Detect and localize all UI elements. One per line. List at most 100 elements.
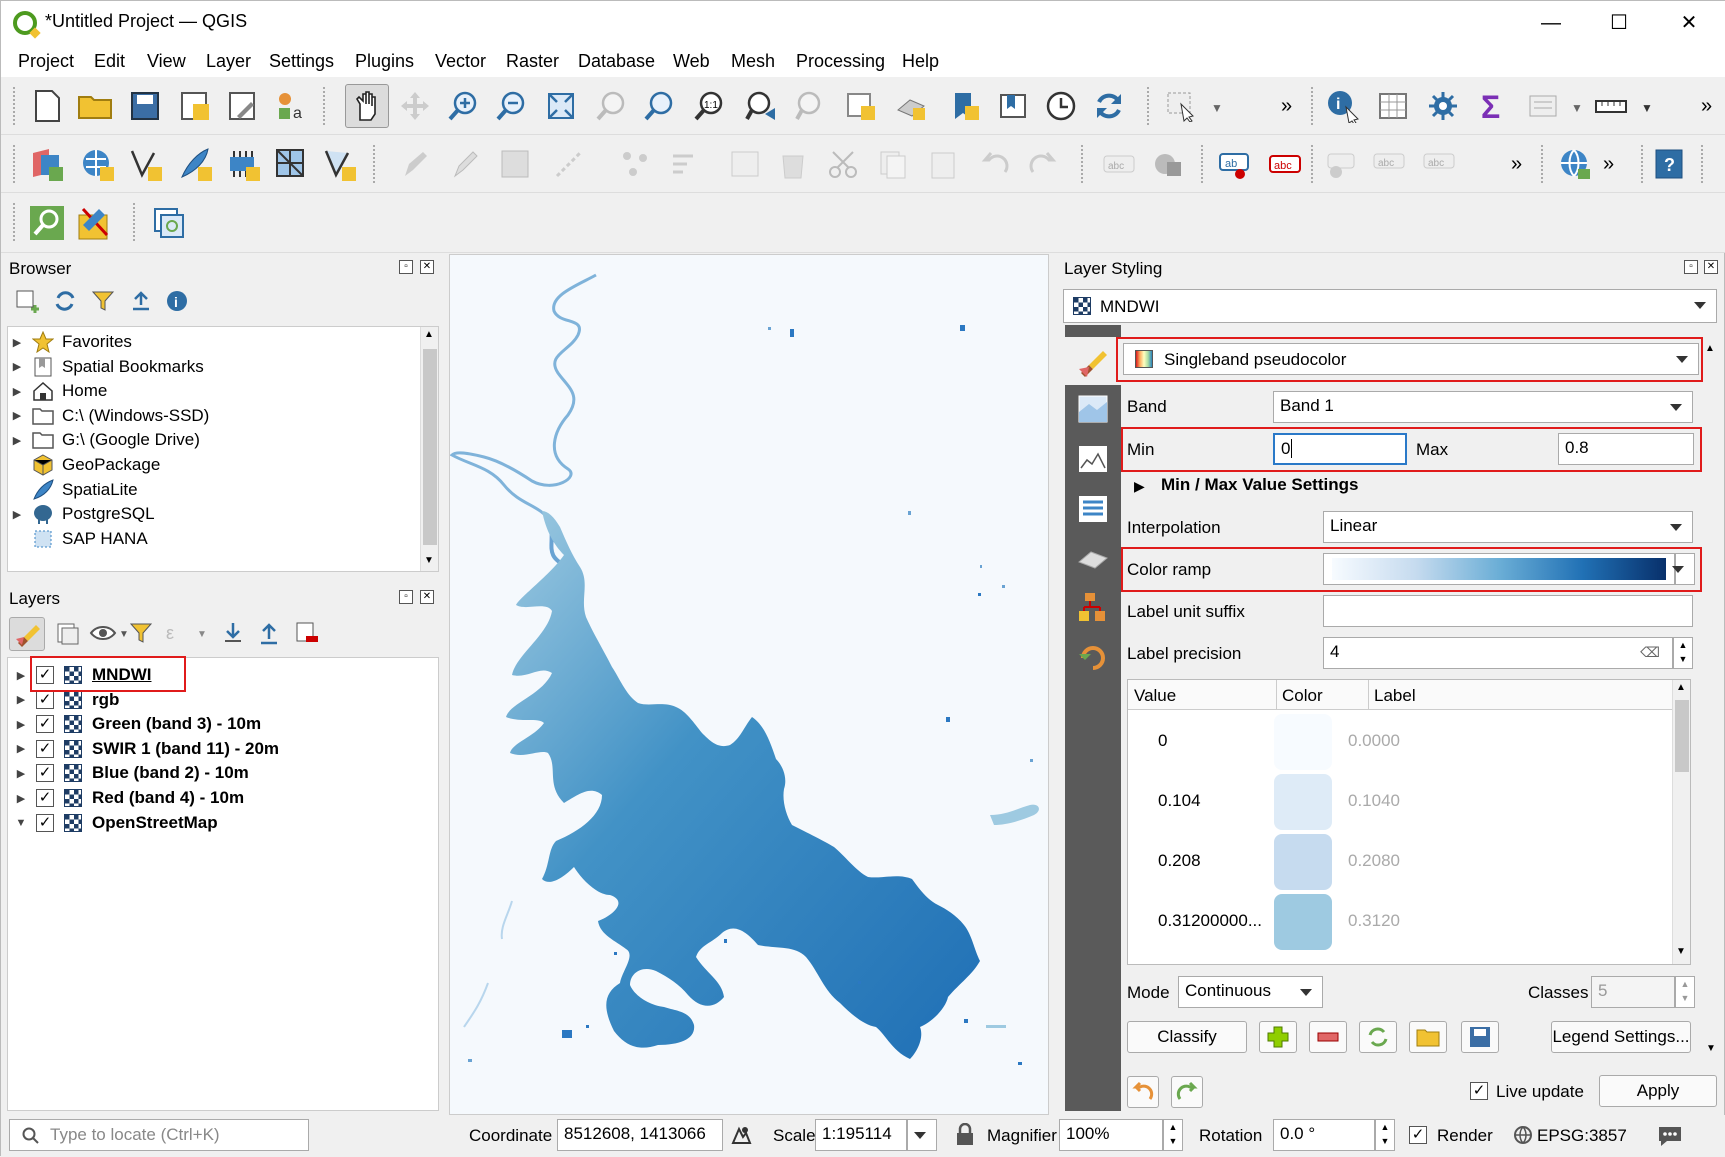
rotation-field[interactable]: 0.0 ° — [1273, 1119, 1375, 1151]
paste-features-icon[interactable] — [923, 144, 963, 184]
statistical-summary-icon[interactable]: Σ — [1473, 86, 1513, 126]
messages-icon[interactable] — [1657, 1123, 1683, 1147]
max-input[interactable]: 0.8 — [1558, 433, 1694, 465]
pin-labels-icon[interactable]: abc — [1099, 144, 1139, 184]
menu-help[interactable]: Help — [902, 51, 940, 71]
zoom-next-icon[interactable] — [791, 86, 831, 126]
zoom-to-layer-icon[interactable] — [639, 86, 679, 126]
identify-features-icon[interactable]: i — [1323, 86, 1363, 126]
diagram-options-icon[interactable] — [1149, 144, 1189, 184]
browser-item-favorites[interactable]: ▶ Favorites — [8, 329, 132, 355]
zoom-in-icon[interactable] — [443, 86, 483, 126]
new-bookmark-icon[interactable] — [945, 86, 985, 126]
current-edits-icon[interactable] — [395, 144, 435, 184]
menu-layer[interactable]: Layer — [206, 51, 252, 71]
crs-label[interactable]: EPSG:3857 — [1537, 1126, 1627, 1145]
expand-arrow-icon[interactable]: ▶ — [12, 336, 22, 349]
menu-raster[interactable]: Raster — [506, 51, 560, 71]
new-temporary-layer-icon[interactable] — [319, 144, 359, 184]
delete-selected-icon[interactable] — [773, 144, 813, 184]
precision-stepper[interactable]: ▲ ▼ — [1673, 637, 1693, 669]
filter-expression-icon[interactable]: ε — [161, 617, 193, 649]
class-label[interactable]: 0.0000 — [1348, 731, 1400, 750]
add-class-icon[interactable] — [1259, 1021, 1297, 1053]
toolbar-grip[interactable] — [1641, 145, 1647, 183]
add-selected-layers-icon[interactable] — [13, 287, 41, 315]
class-row[interactable]: 0.31200000... 0.3120 — [1128, 892, 1672, 952]
scrollbar-thumb[interactable] — [423, 349, 437, 545]
class-label[interactable]: 0.2080 — [1348, 851, 1400, 870]
class-value[interactable]: 0.104 — [1158, 791, 1201, 810]
rotation-stepper[interactable]: ▲ ▼ — [1375, 1119, 1395, 1151]
render-checkbox[interactable]: ✓ — [1409, 1126, 1427, 1144]
styling-scrollbar[interactable]: ▲ ▼ — [1703, 343, 1719, 1063]
scale-field[interactable]: 1:195114 — [815, 1119, 907, 1151]
toolbar-grip[interactable] — [1311, 87, 1317, 125]
scrollbar-thumb[interactable] — [1675, 700, 1689, 772]
close-button[interactable]: ✕ — [1680, 12, 1698, 34]
toolbar-grip[interactable] — [1147, 87, 1153, 125]
new-3d-map-view-icon[interactable] — [891, 86, 931, 126]
open-attribute-table-icon[interactable] — [1373, 86, 1413, 126]
collapse-arrow-icon[interactable]: ▼ — [15, 816, 27, 829]
digitize-vertex-icon[interactable] — [125, 144, 165, 184]
web-plugin-icon[interactable] — [1555, 144, 1595, 184]
menu-processing[interactable]: Processing — [796, 51, 886, 71]
browser-item-g-google-drive[interactable]: ▶ G:\ (Google Drive) — [8, 427, 200, 453]
layout-manager-icon[interactable] — [223, 86, 263, 126]
color-ramp-button[interactable] — [1323, 553, 1675, 585]
classes-spinbox[interactable]: 5 — [1591, 976, 1675, 1008]
class-color-swatch[interactable] — [1274, 834, 1332, 890]
scroll-up-icon[interactable]: ▲ — [424, 329, 434, 340]
toolbar-overflow-icon[interactable]: » — [1281, 95, 1293, 117]
layer-visibility-checkbox[interactable]: ✓ — [36, 764, 54, 783]
table-scrollbar[interactable]: ▲ ▼ — [1672, 680, 1690, 964]
new-print-layout-icon[interactable] — [175, 86, 215, 126]
scale-dropdown-button[interactable] — [907, 1119, 937, 1151]
expand-arrow-icon[interactable]: ▶ — [16, 694, 26, 707]
toolbar-grip[interactable] — [373, 145, 379, 183]
filter-browser-icon[interactable] — [89, 287, 117, 315]
renderer-type-dropdown[interactable]: Singleband pseudocolor — [1123, 343, 1699, 375]
histogram-tab-icon[interactable] — [1073, 439, 1113, 479]
close-panel-icon[interactable]: ✕ — [420, 590, 434, 604]
magnifier-stepper[interactable]: ▲ ▼ — [1163, 1119, 1183, 1151]
layer-select-dropdown[interactable]: MNDWI — [1063, 289, 1717, 323]
color-ramp-dropdown-button[interactable] — [1672, 553, 1695, 585]
maximize-button[interactable]: ☐ — [1610, 12, 1628, 34]
toolbar-overflow-icon[interactable]: » — [1511, 153, 1523, 175]
browser-item-c-windows-ssd[interactable]: ▶ C:\ (Windows-SSD) — [8, 403, 210, 429]
scroll-down-icon[interactable]: ▼ — [424, 555, 434, 566]
menu-database[interactable]: Database — [578, 51, 656, 71]
transparency-tab-icon[interactable] — [1073, 389, 1113, 429]
toolbar-overflow-icon[interactable]: » — [1701, 95, 1713, 117]
layer-visibility-checkbox[interactable]: ✓ — [36, 690, 54, 709]
class-color-swatch[interactable] — [1274, 714, 1332, 770]
manage-map-themes-icon[interactable] — [87, 617, 119, 649]
expand-arrow-icon[interactable]: ▶ — [16, 669, 26, 682]
expand-arrow-icon[interactable]: ▶ — [16, 718, 26, 731]
expand-all-icon[interactable] — [217, 617, 249, 649]
pan-to-selection-icon[interactable] — [395, 86, 435, 126]
save-edits-icon[interactable] — [495, 144, 535, 184]
collapse-all-layers-icon[interactable] — [253, 617, 285, 649]
menu-plugins[interactable]: Plugins — [355, 51, 415, 71]
menu-mesh[interactable]: Mesh — [731, 51, 776, 71]
min-input[interactable]: 0 — [1273, 433, 1407, 465]
lock-scale-icon[interactable] — [955, 1123, 975, 1147]
add-line-feature-icon[interactable] — [549, 144, 589, 184]
close-panel-icon[interactable]: ✕ — [1704, 260, 1718, 274]
refresh-browser-icon[interactable] — [51, 287, 79, 315]
browser-scrollbar[interactable]: ▲ ▼ — [420, 327, 438, 571]
select-features-icon[interactable] — [1161, 86, 1201, 126]
save-project-icon[interactable] — [125, 86, 165, 126]
copy-features-icon[interactable] — [873, 144, 913, 184]
layer-visibility-checkbox[interactable]: ✓ — [36, 715, 54, 734]
map-tips-icon[interactable] — [1523, 86, 1563, 126]
live-update-checkbox[interactable]: ✓ — [1470, 1082, 1488, 1100]
menu-web[interactable]: Web — [673, 51, 710, 71]
measure-dropdown-icon[interactable]: ▼ — [1641, 101, 1653, 115]
toolbar-grip[interactable] — [1701, 145, 1707, 183]
class-value[interactable]: 0.31200000... — [1158, 911, 1262, 930]
expand-arrow-icon[interactable]: ▶ — [16, 792, 26, 805]
